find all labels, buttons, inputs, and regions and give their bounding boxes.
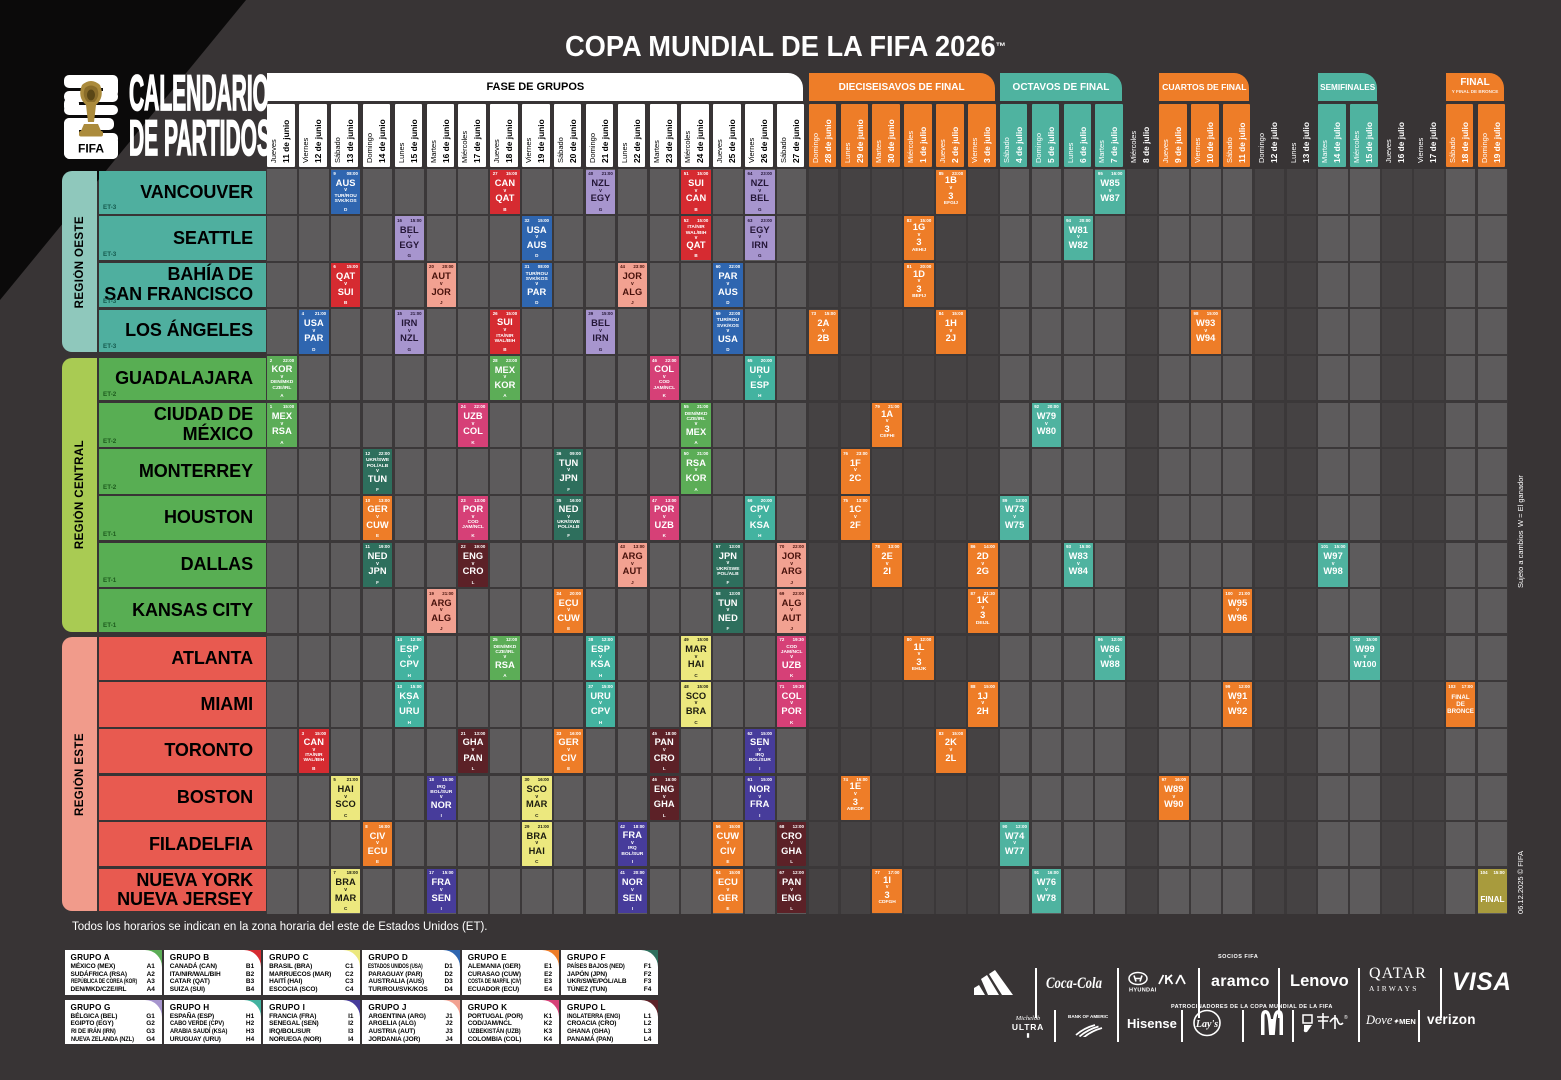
svg-text:BANK OF AMERICA: BANK OF AMERICA <box>1068 1014 1108 1019</box>
svg-text:HYUNDAI: HYUNDAI <box>1129 988 1157 994</box>
svg-text:®: ® <box>1344 1014 1348 1021</box>
svg-text:FIFA: FIFA <box>78 142 104 156</box>
svg-text:Lay's: Lay's <box>1195 1019 1218 1030</box>
